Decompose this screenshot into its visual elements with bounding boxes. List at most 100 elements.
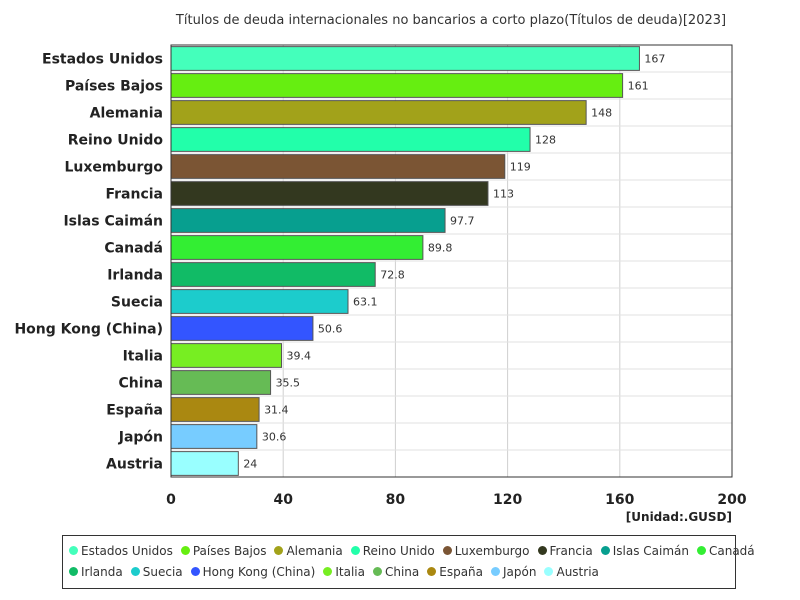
category-labels: Estados Unidos Países Bajos Alemania Reino … [14, 52, 163, 473]
category-label: Suecia [111, 295, 163, 311]
category-label: Reino Unido [68, 133, 164, 149]
legend-swatch [274, 546, 284, 555]
data-label: 39.4 [287, 350, 312, 363]
data-label: 30.6 [262, 431, 287, 444]
legend-item: Canadá [696, 543, 755, 558]
bar [170, 343, 283, 368]
legend-label: Japón [503, 564, 537, 579]
bar [170, 181, 489, 206]
category-label: Francia [105, 187, 163, 203]
legend-swatch [190, 567, 200, 576]
legend: Estados Unidos Países Bajos Alemania Reino … [62, 535, 755, 589]
x-tick-label: 200 [717, 492, 746, 508]
bar [170, 397, 260, 422]
legend-label: Estados Unidos [81, 543, 173, 558]
legend-label: China [384, 564, 420, 579]
legend-item: Islas Caimán [600, 543, 689, 558]
legend-item: Alemania [274, 543, 343, 558]
plot-frame [170, 44, 733, 478]
legend-label: Irlanda [81, 564, 123, 579]
bar [170, 262, 376, 287]
x-axis-ticks: 0 40 80 120 160 200 [166, 492, 747, 508]
legend-item: Hong Kong (China) [190, 564, 316, 579]
category-label: Islas Caimán [63, 214, 163, 230]
legend-swatch [372, 567, 382, 576]
x-tick-label: 40 [273, 492, 293, 508]
legend-label: Luxemburgo [454, 543, 530, 558]
legend-item: España [427, 565, 483, 579]
legend-label: Hong Kong (China) [202, 564, 316, 579]
legend-swatch [600, 546, 610, 555]
legend-swatch [350, 546, 360, 555]
data-label: 50.6 [318, 323, 343, 336]
category-label: Hong Kong (China) [14, 322, 163, 338]
bar [170, 208, 446, 233]
category-label: España [106, 403, 163, 419]
data-label: 128 [535, 134, 556, 147]
data-label: 89.8 [428, 242, 453, 255]
bar [170, 370, 272, 395]
data-label: 113 [493, 188, 514, 201]
bar [170, 154, 506, 179]
category-label: Japón [118, 430, 163, 446]
legend-item: Austria [544, 564, 599, 579]
legend-item: China [372, 564, 420, 579]
legend-label: Alemania [286, 543, 343, 558]
legend-label: Suecia [142, 564, 183, 579]
x-tick-label: 120 [493, 492, 522, 508]
category-label: Canadá [104, 241, 163, 257]
category-label: Luxemburgo [64, 160, 163, 176]
data-label: 167 [644, 53, 665, 66]
data-label: 148 [591, 107, 612, 120]
data-label: 72.8 [380, 269, 405, 282]
legend-label: Austria [556, 564, 599, 579]
legend-swatch [180, 546, 190, 555]
bar [170, 289, 349, 314]
bar [170, 100, 587, 125]
category-label: Países Bajos [65, 79, 163, 95]
legend-label: España [439, 564, 484, 579]
legend-swatch [544, 567, 554, 576]
x-tick-label: 0 [166, 492, 176, 508]
legend-swatch [537, 546, 547, 555]
legend-label: Islas Caimán [612, 543, 689, 558]
legend-row: Irlanda Suecia Hong Kong (China) Italia Chin… [69, 561, 729, 582]
data-label: 63.1 [353, 296, 378, 309]
legend-item: Irlanda [69, 565, 123, 579]
legend-swatch [427, 567, 437, 576]
legend-label: Países Bajos [192, 543, 267, 558]
legend-swatch [69, 567, 78, 576]
category-label: Austria [106, 457, 163, 473]
category-label: Italia [123, 349, 163, 365]
legend-label: Italia [335, 564, 365, 579]
legend-label: Canadá [708, 543, 755, 558]
legend-item: Italia [323, 565, 365, 579]
value-labels: 167 161 148 128 119 113 97.7 89.8 72.8 63.1 50.6 39… [243, 53, 665, 471]
data-label: 97.7 [450, 215, 475, 228]
legend-row: Estados Unidos Países Bajos Alemania Reino … [69, 540, 755, 561]
legend-item: Reino Unido [350, 543, 435, 558]
legend-swatch [696, 546, 706, 555]
category-label: Estados Unidos [42, 52, 163, 68]
bar [170, 235, 424, 260]
bar [170, 73, 624, 98]
data-label: 161 [628, 80, 649, 93]
unit-label: [Unidad:.GUSD] [626, 510, 732, 524]
bar [170, 424, 258, 449]
category-label: Irlanda [107, 268, 163, 284]
x-tick-label: 80 [386, 492, 406, 508]
legend-item: Japón [491, 565, 536, 579]
legend-item: Países Bajos [180, 543, 267, 558]
category-label: Alemania [90, 106, 163, 122]
data-label: 35.5 [276, 377, 301, 390]
legend-label: Francia [549, 543, 593, 558]
bar [170, 46, 640, 71]
data-label: 24 [243, 458, 257, 471]
legend-swatch [442, 546, 452, 555]
legend-swatch [491, 567, 501, 576]
bar [170, 316, 314, 341]
legend-item: Suecia [130, 564, 183, 579]
chart-title: Títulos de deuda internacionales no banc… [175, 13, 726, 28]
legend-label: Reino Unido [362, 543, 435, 558]
legend-item: Francia [537, 543, 593, 558]
